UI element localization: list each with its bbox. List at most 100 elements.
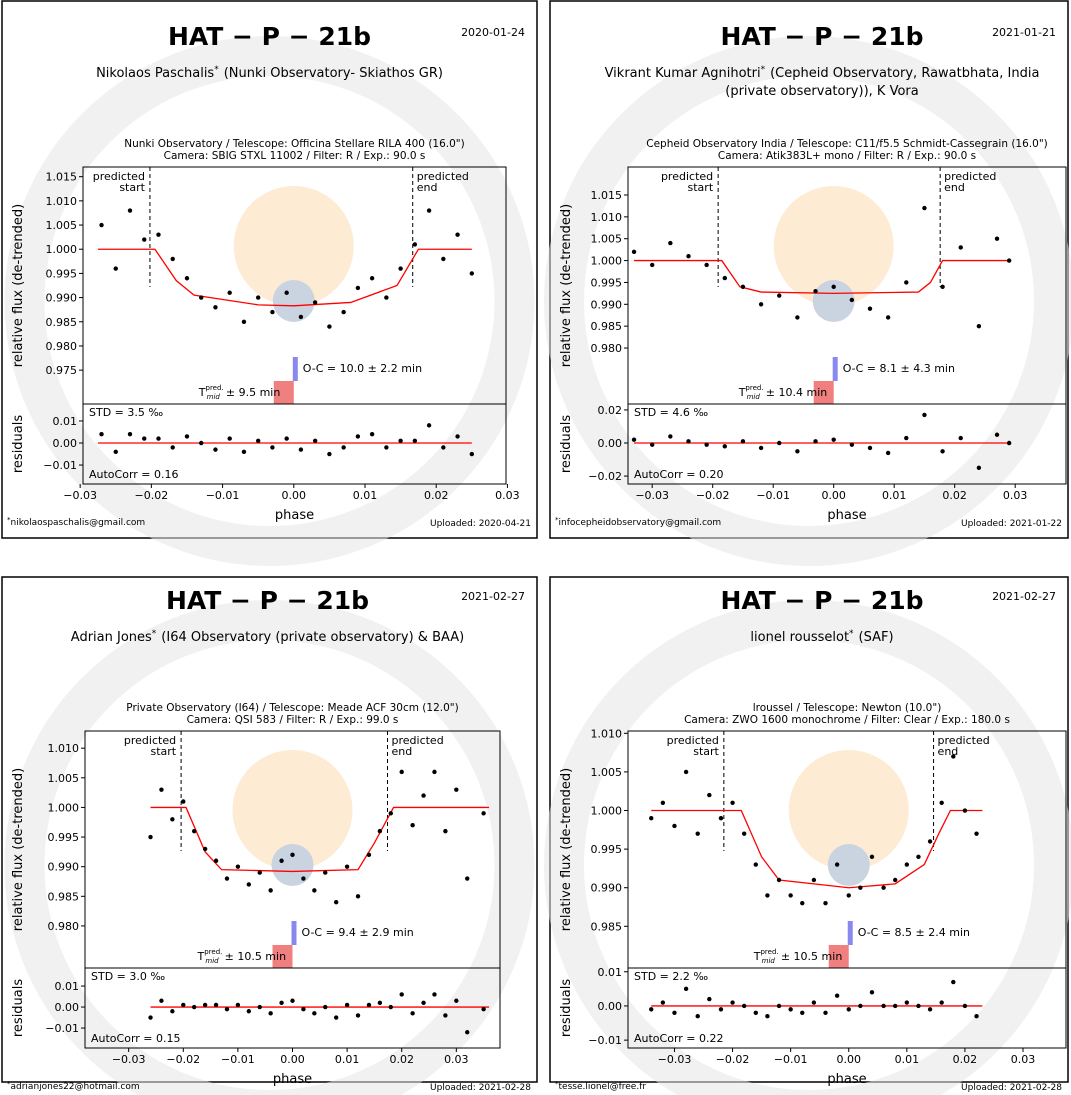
y-tick-label: 1.010 <box>46 195 78 208</box>
x-tick-label: 0.02 <box>942 489 967 502</box>
data-point <box>258 870 262 874</box>
watermark-planet <box>828 844 870 886</box>
data-point <box>881 886 885 890</box>
data-point <box>370 276 374 280</box>
data-point <box>227 291 231 295</box>
y-tick-label: 0.995 <box>46 267 78 280</box>
residual-point <box>441 445 445 449</box>
predicted-end-label: end <box>944 181 965 194</box>
data-point <box>719 816 723 820</box>
data-point <box>777 293 781 297</box>
y-tick-label: 0.980 <box>46 340 78 353</box>
data-point <box>905 862 909 866</box>
data-point <box>928 839 932 843</box>
residual-point <box>835 993 839 997</box>
y-tick-label: −0.01 <box>43 459 77 472</box>
x-axis-label: phase <box>275 508 314 523</box>
residual-point <box>940 449 944 453</box>
residual-point <box>823 1011 827 1015</box>
data-point <box>128 208 132 212</box>
residual-point <box>788 1007 792 1011</box>
data-point <box>812 878 816 882</box>
data-point <box>185 276 189 280</box>
affiliation: (private observatory)), K Vora <box>725 84 918 99</box>
data-point <box>455 233 459 237</box>
x-tick-label: −0.01 <box>221 1053 255 1066</box>
data-point <box>707 793 711 797</box>
email: *adrianjones22@hotmail.com <box>7 1080 140 1092</box>
residual-point <box>649 1007 653 1011</box>
data-point <box>870 855 874 859</box>
data-point <box>1007 258 1011 262</box>
date: 2021-02-27 <box>992 590 1056 603</box>
residual-point <box>400 992 404 996</box>
tmid-label: Tpred.mid± 9.5 min <box>198 384 281 401</box>
x-tick-label: 0.03 <box>444 1053 469 1066</box>
y-tick-label: 0.980 <box>591 342 623 355</box>
x-tick-label: 0.02 <box>953 1053 978 1066</box>
data-point <box>858 886 862 890</box>
tmid-sup: pred. <box>206 384 224 392</box>
data-point <box>481 811 485 815</box>
residual-point <box>465 1030 469 1034</box>
residual-point <box>242 450 246 454</box>
email: *nikolaospaschalis@gmail.com <box>7 516 145 528</box>
residual-point <box>236 1003 240 1007</box>
residual-point <box>199 441 203 445</box>
data-point <box>279 859 283 863</box>
y-tick-label: 0.00 <box>598 1000 623 1013</box>
y-tick-label: 0.985 <box>48 890 80 903</box>
data-point <box>410 823 414 827</box>
email: *tesse.lionel@free.fr <box>555 1080 646 1092</box>
data-point <box>345 864 349 868</box>
residual-point <box>384 445 388 449</box>
uploaded: Uploaded: 2021-01-22 <box>961 519 1062 529</box>
oc-bar <box>293 357 298 381</box>
y-tick-label: 1.010 <box>48 742 80 755</box>
tmid-sup: pred. <box>204 948 222 956</box>
y-tick-label: 0.990 <box>591 298 623 311</box>
residual-point <box>268 1011 272 1015</box>
y-tick-label: 1.000 <box>48 801 80 814</box>
data-point <box>977 324 981 328</box>
data-point <box>939 801 943 805</box>
residual-point <box>858 1004 862 1008</box>
tmid-sub: mid <box>205 957 219 965</box>
email-address: infocepheidobservatory@gmail.com <box>559 518 722 528</box>
predicted-start-label: start <box>150 745 176 758</box>
oc-label: O-C = 8.1 ± 4.3 min <box>843 362 955 375</box>
y-axis-label: relative flux (de-trended) <box>559 204 574 367</box>
date: 2020-01-24 <box>461 26 525 39</box>
data-point <box>668 241 672 245</box>
residual-point <box>181 1003 185 1007</box>
residual-point <box>893 1004 897 1008</box>
data-point <box>754 862 758 866</box>
x-tick-label: 0.03 <box>1003 489 1028 502</box>
residual-point <box>470 452 474 456</box>
setup-line: Private Observatory (I64) / Telescope: M… <box>126 702 458 714</box>
residual-point <box>742 1004 746 1008</box>
data-point <box>341 310 345 314</box>
autocorr-label: AutoCorr = 0.22 <box>634 1032 724 1045</box>
date: 2021-01-21 <box>992 26 1056 39</box>
email-address: adrianjones22@hotmail.com <box>11 1082 140 1092</box>
email-address: nikolaospaschalis@gmail.com <box>11 518 146 528</box>
watermark-planet <box>272 844 314 886</box>
residual-point <box>686 439 690 443</box>
x-axis-label: phase <box>827 508 866 523</box>
residual-point <box>367 1003 371 1007</box>
setup-line: Cepheid Observatory India / Telescope: C… <box>646 138 1048 150</box>
y-tick-label: 0.995 <box>591 843 623 856</box>
tmid-sub: mid <box>747 393 761 401</box>
residual-point <box>345 1003 349 1007</box>
residual-point <box>156 436 160 440</box>
data-point <box>868 306 872 310</box>
residual-point <box>777 1004 781 1008</box>
residual-point <box>759 446 763 450</box>
residual-point <box>977 466 981 470</box>
observer: lionel rousselot*(SAF) <box>750 629 893 645</box>
data-point <box>225 876 229 880</box>
data-point <box>465 876 469 880</box>
observer: Nikolaos Paschalis*(Nunki Observatory- S… <box>96 65 443 81</box>
affiliation: (Nunki Observatory- Skiathos GR) <box>224 66 443 81</box>
